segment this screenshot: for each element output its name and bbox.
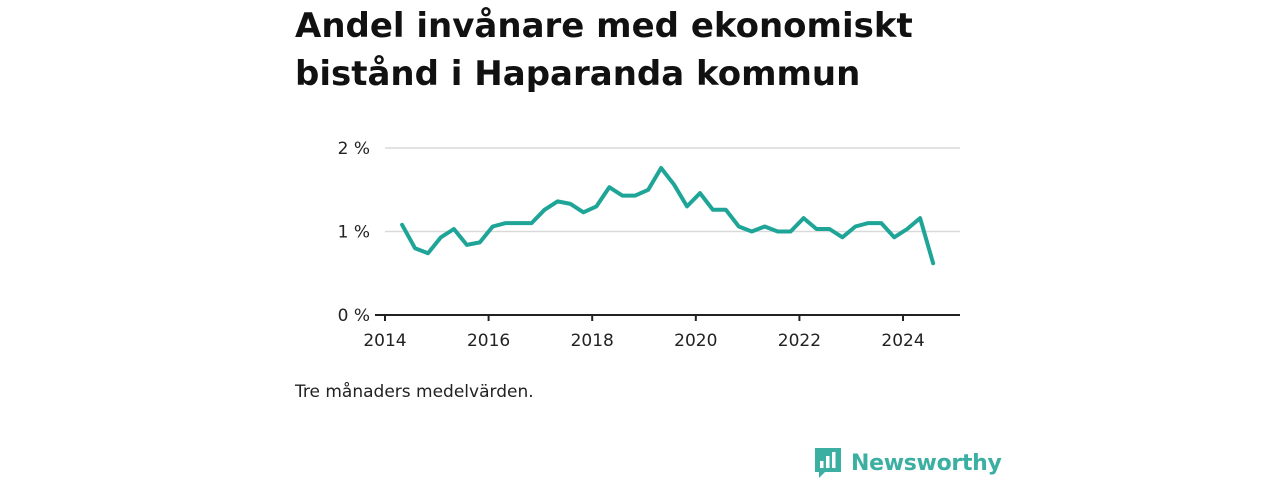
x-tick-label: 2018 <box>571 331 614 351</box>
y-tick-label: 1 % <box>338 223 370 243</box>
axes: 0 % 1 % 2 % 2014 2016 2018 2020 2022 2024 <box>338 139 960 351</box>
chart-caption: Tre månaders medelvärden. <box>295 382 534 402</box>
x-tick-label: 2024 <box>881 331 924 351</box>
x-tick-label: 2014 <box>363 331 406 351</box>
brand-logo: Newsworthy <box>813 446 1002 480</box>
gridlines <box>385 147 960 233</box>
brand-name: Newsworthy <box>851 450 1002 476</box>
bar-chart-speech-bubble-icon <box>815 448 841 478</box>
x-tick-label: 2022 <box>778 331 821 351</box>
x-tick-label: 2016 <box>467 331 510 351</box>
chart-title: Andel invånare med ekonomiskt bistånd i … <box>295 6 913 94</box>
series-line <box>400 166 936 266</box>
x-tick-label: 2020 <box>674 331 717 351</box>
series-layer <box>400 166 936 266</box>
y-tick-label: 2 % <box>338 139 370 159</box>
y-tick-label: 0 % <box>338 306 370 326</box>
